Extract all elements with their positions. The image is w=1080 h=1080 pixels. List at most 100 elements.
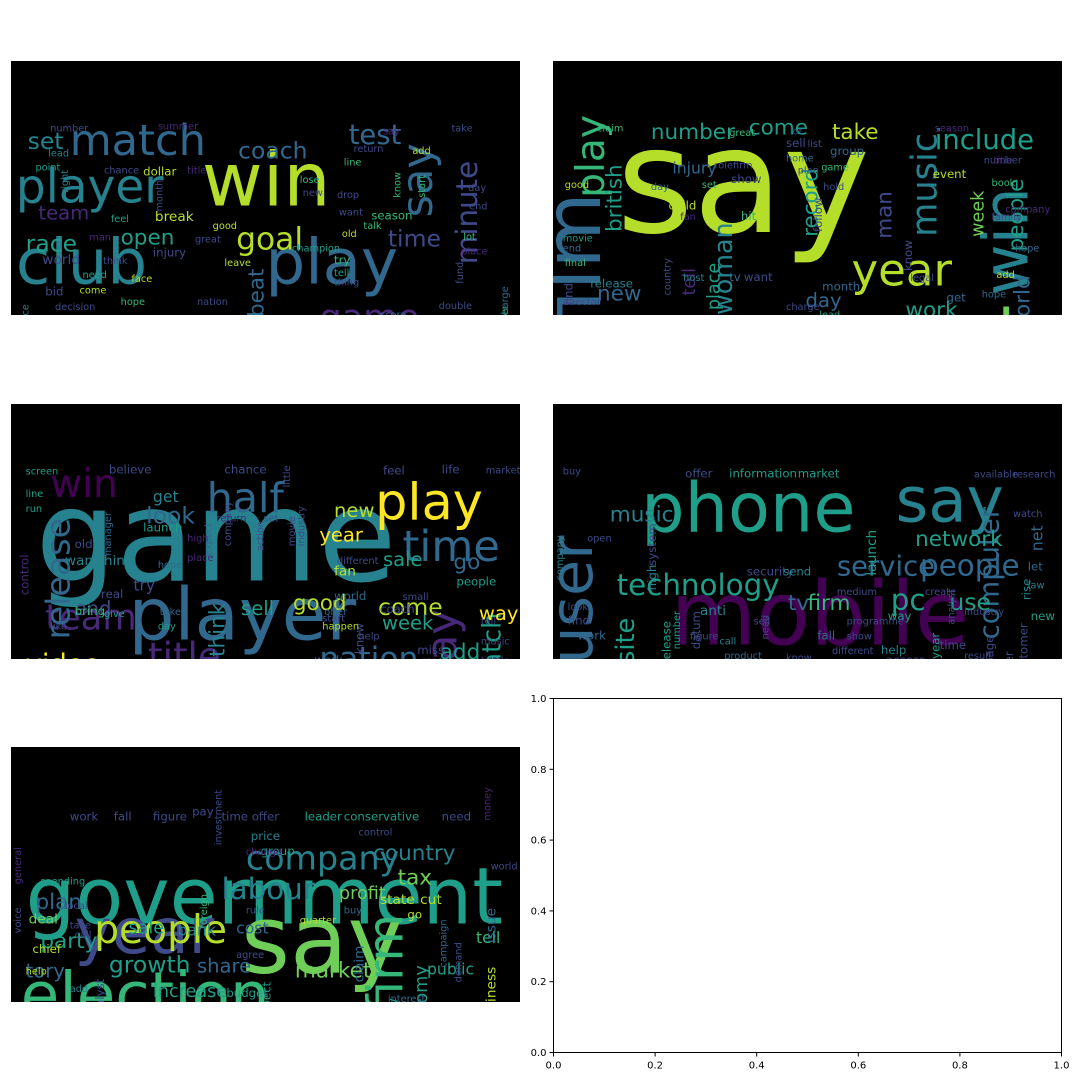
axes-frame <box>553 698 1062 1053</box>
cloud-word: budget <box>226 986 268 1000</box>
cloud-word: happen <box>322 622 359 633</box>
cloud-word: know <box>393 172 404 198</box>
cloud-word: performance <box>21 304 32 315</box>
cloud-word: fan <box>334 564 356 580</box>
cloud-word: access <box>886 653 926 659</box>
cloud-word: conservative <box>344 810 419 824</box>
cloud-word: think <box>103 256 128 267</box>
x-tick-label: 0.8 <box>952 1061 968 1072</box>
cloud-word: release <box>39 518 78 640</box>
cloud-word: club <box>16 226 147 299</box>
cloud-word: look <box>146 502 195 530</box>
cloud-word: take <box>832 120 879 145</box>
cloud-word: time <box>388 225 441 253</box>
cloud-word: sell <box>786 136 806 150</box>
cloud-word: record <box>798 168 823 237</box>
wordcloud-entertainment: sayfilmawardwinyearstarplaymusicincludew… <box>553 61 1062 315</box>
cloud-word: fund <box>455 262 466 284</box>
cloud-word: say <box>383 126 400 137</box>
cloud-word: system <box>645 523 659 566</box>
cloud-word: day <box>158 622 176 633</box>
cloud-word: final <box>565 258 586 269</box>
cloud-word: want <box>339 207 363 218</box>
cloud-word: try <box>334 253 350 267</box>
cloud-word: price <box>251 829 280 843</box>
cloud-word: people <box>920 549 1019 583</box>
cloud-word: lot <box>463 232 476 243</box>
cloud-word: world <box>334 589 366 603</box>
cloud-word: game <box>319 298 419 315</box>
cloud-word: control <box>358 827 392 838</box>
x-tick-label: 0.0 <box>546 1061 562 1072</box>
cloud-word: lot <box>790 126 803 137</box>
cloud-word: give <box>104 609 125 620</box>
cloud-word: analyst <box>946 589 957 625</box>
cloud-word: man <box>89 233 111 244</box>
cloud-word: local <box>65 901 88 912</box>
cloud-word: half <box>207 474 286 522</box>
cloud-word: get <box>946 290 966 304</box>
cloud-word: show <box>731 172 762 186</box>
cloud-word: number <box>50 123 89 134</box>
cloud-word: work <box>577 628 606 642</box>
cloud-word: send <box>783 565 811 579</box>
cloud-word: need <box>82 270 106 281</box>
cloud-word: high <box>645 565 659 591</box>
cloud-word: sell <box>754 617 771 628</box>
cloud-word: miss <box>417 643 444 657</box>
cloud-word: team <box>38 201 89 224</box>
cloud-word: year <box>75 895 215 968</box>
cloud-word: title <box>993 156 1012 167</box>
cloud-word: watch <box>1013 509 1042 520</box>
wordcloud-tech-svg: mobile phone software say user technology peop… <box>553 464 1056 659</box>
cloud-word: add <box>996 270 1014 281</box>
cloud-word: time <box>940 638 967 652</box>
cloud-word: leader <box>305 810 342 824</box>
cloud-word: let <box>1028 560 1043 574</box>
cloud-word: hope <box>158 560 182 571</box>
cloud-word: say <box>896 464 1004 537</box>
cloud-word: service <box>837 552 935 583</box>
cloud-word: cost <box>236 918 268 937</box>
cloud-word: user <box>553 535 606 659</box>
cloud-word: good <box>213 221 237 232</box>
cloud-word: launch <box>143 520 182 534</box>
cloud-word: customer <box>1017 623 1031 659</box>
cloud-word: music <box>610 503 674 528</box>
cloud-word: hold <box>823 182 844 193</box>
cloud-word: labour <box>221 872 315 906</box>
cloud-word: investment <box>213 790 224 845</box>
cloud-word: call <box>75 930 92 941</box>
cloud-word: week <box>382 612 434 635</box>
cloud-word: demand <box>453 942 464 982</box>
cloud-word: feel <box>111 214 129 225</box>
cloud-word: share <box>197 955 251 978</box>
cloud-word: number <box>488 657 499 659</box>
cloud-word: minute <box>450 161 484 264</box>
cloud-word: game <box>35 463 396 611</box>
cloud-word: site <box>611 618 641 659</box>
cloud-word: decision <box>55 302 95 313</box>
cloud-word: party <box>40 929 97 954</box>
cloud-word: director <box>563 297 602 308</box>
cloud-word: country <box>662 258 673 296</box>
cloud-word: growth <box>109 951 191 979</box>
cloud-word: different <box>337 556 379 567</box>
cloud-word: create <box>925 587 956 598</box>
cloud-word: great <box>729 128 755 139</box>
cloud-word: plan <box>35 890 81 915</box>
cloud-word: event <box>933 167 967 181</box>
cloud-word: player <box>128 573 356 657</box>
cloud-word: day <box>651 182 669 193</box>
cloud-word: lead <box>48 149 69 160</box>
cloud-word: old <box>75 537 93 551</box>
cloud-word: fall <box>114 810 132 824</box>
cloud-word: drop <box>337 190 359 201</box>
cloud-word: start <box>322 614 345 625</box>
cloud-word: chance <box>224 463 266 477</box>
cloud-word: nation <box>319 641 418 659</box>
cloud-word: show <box>847 631 872 642</box>
cloud-word: new <box>1031 609 1056 623</box>
cloud-word: agree <box>236 950 264 961</box>
